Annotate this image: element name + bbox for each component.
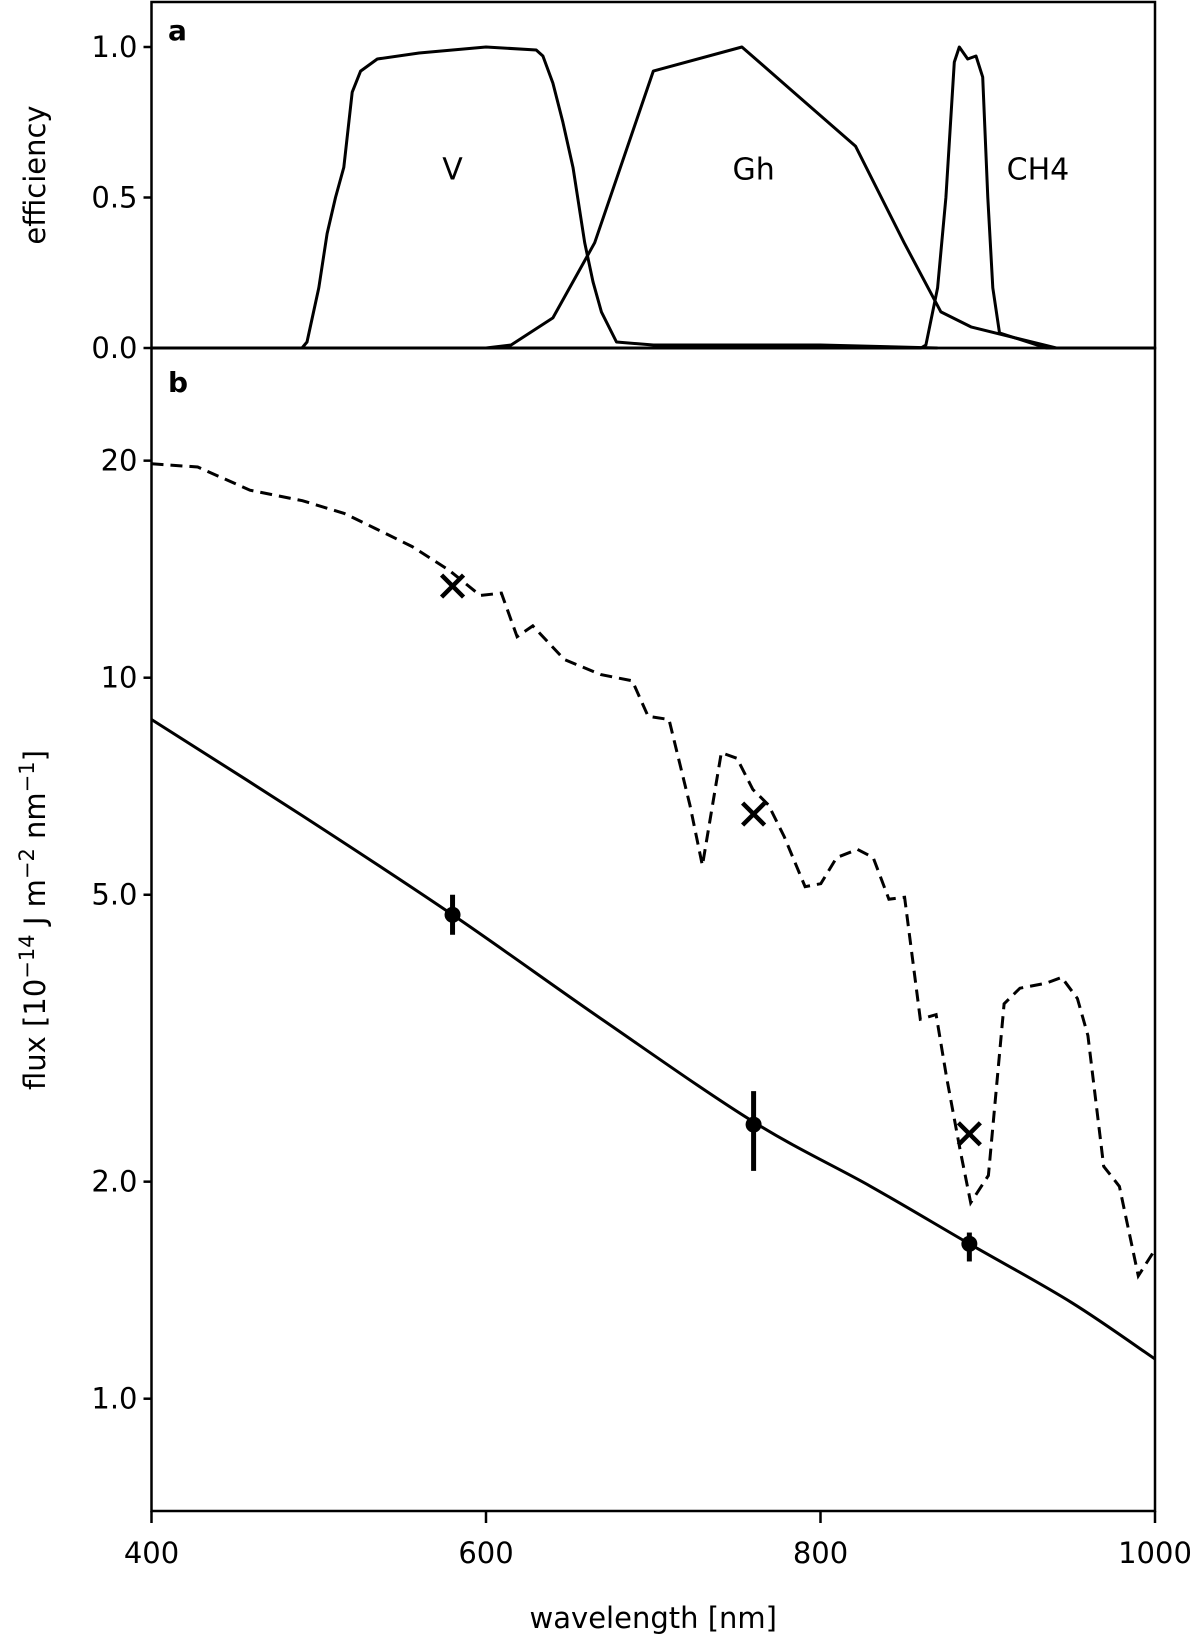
spectrum-dashed-curve (151, 462, 1157, 1280)
measured-point (444, 906, 461, 923)
y-tick-label: 5.0 (91, 878, 137, 912)
filter-label: V (442, 152, 463, 187)
y-tick-label: 1.0 (91, 30, 137, 64)
filter-curve-v (151, 45, 938, 350)
y-tick-label: 2.0 (91, 1165, 137, 1199)
x-axis-label: wavelength [nm] (530, 1601, 777, 1635)
y-tick-label: 20 (101, 444, 138, 478)
y-label-text: ] (18, 750, 52, 761)
y-tick-label: 0.0 (91, 331, 137, 365)
cross-marker (439, 573, 466, 599)
y-label-exponent: −1 (15, 761, 39, 792)
y-tick-label: 0.5 (91, 181, 137, 215)
x-tick-label: 400 (124, 1536, 179, 1570)
y-label-text: nm (18, 792, 52, 848)
x-tick-label: 600 (458, 1536, 513, 1570)
y-axis-label-efficiency: efficiency (18, 105, 52, 244)
y-label-exponent: −14 (15, 934, 39, 978)
panel-label-b: b (168, 366, 188, 399)
panel-b-flux: b 1.0 2.0 5.0 10 20 400 600 800 1000 wavelength [n… (15, 346, 1192, 1635)
filter-label: CH4 (1007, 152, 1070, 187)
y-axis-label-flux: flux [10−14 J m−2 nm−1] (15, 750, 52, 1090)
panel-a-efficiency: 0.0 0.5 1.0 efficiency a V Gh CH4 (18, 0, 1157, 365)
y-tick-label: 10 (101, 661, 138, 695)
y-tick-label: 1.0 (91, 1382, 137, 1416)
measured-point (961, 1235, 978, 1252)
filter-label: Gh (732, 152, 774, 187)
panel-a-frame (150, 0, 1157, 350)
panel-b-frame (150, 346, 1157, 1513)
cross-marker (741, 801, 767, 827)
model-curve (150, 718, 1156, 1361)
x-tick-label: 800 (793, 1536, 848, 1570)
filter-curve-gh (151, 45, 1155, 350)
y-label-text: J m (18, 879, 52, 934)
measured-point (745, 1116, 762, 1133)
panel-label-a: a (168, 14, 187, 47)
filter-curve-ch4 (151, 45, 1155, 350)
y-label-text: flux [10 (18, 979, 52, 1090)
y-label-exponent: −2 (15, 848, 39, 879)
cross-marker (956, 1121, 982, 1147)
x-tick-label: 1000 (1118, 1536, 1192, 1570)
